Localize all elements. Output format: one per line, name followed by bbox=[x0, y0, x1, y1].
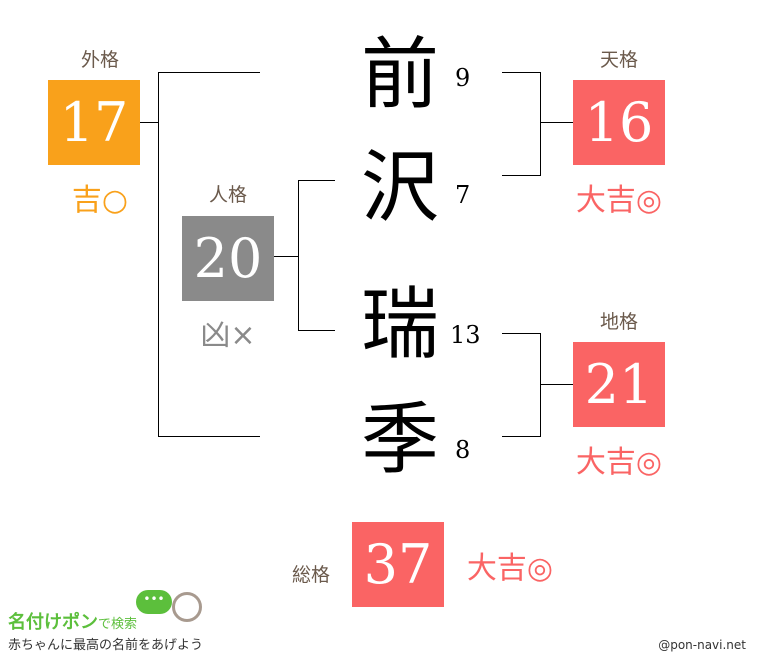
logo-sub: で検索 bbox=[98, 617, 138, 632]
connector-line bbox=[298, 330, 335, 331]
connector-line bbox=[540, 72, 541, 176]
jinkaku-value: 20 bbox=[182, 216, 274, 301]
connector-line bbox=[502, 72, 540, 73]
tagline: 赤ちゃんに最高の名前をあげよう bbox=[8, 638, 204, 653]
soukaku-value: 37 bbox=[352, 522, 444, 607]
stroke-count-3: 13 bbox=[450, 321, 481, 349]
chikaku-fortune: 大吉◎ bbox=[575, 445, 663, 480]
connector-line bbox=[158, 72, 159, 436]
gaikaku-label: 外格 bbox=[80, 49, 119, 71]
connector-line bbox=[540, 384, 573, 385]
gaikaku-value: 17 bbox=[48, 80, 140, 165]
gaikaku-fortune: 吉○ bbox=[71, 183, 129, 218]
name-char-3: 瑞 bbox=[360, 280, 439, 370]
logo: 名付けポンで検索 bbox=[8, 608, 137, 634]
name-char-4: 季 bbox=[360, 395, 439, 485]
logo-main: 名付けポン bbox=[8, 612, 98, 633]
stroke-count-1: 9 bbox=[455, 64, 471, 92]
jinkaku-fortune: 凶× bbox=[200, 318, 256, 353]
tenkaku-value: 16 bbox=[573, 80, 665, 165]
copyright: @pon-navi.net bbox=[658, 638, 746, 652]
connector-line bbox=[540, 333, 541, 437]
soukaku-fortune: 大吉◎ bbox=[466, 551, 554, 586]
connector-line bbox=[274, 256, 298, 257]
soukaku-label: 総格 bbox=[291, 564, 330, 586]
stroke-count-4: 8 bbox=[455, 436, 471, 464]
speech-bubble-icon: ••• bbox=[136, 590, 172, 614]
jinkaku-label: 人格 bbox=[208, 184, 247, 206]
stroke-count-2: 7 bbox=[455, 181, 471, 209]
connector-line bbox=[158, 72, 260, 73]
chikaku-label: 地格 bbox=[599, 311, 638, 333]
tenkaku-label: 天格 bbox=[599, 49, 638, 71]
connector-line bbox=[298, 180, 299, 330]
connector-line bbox=[158, 436, 260, 437]
connector-line bbox=[540, 122, 573, 123]
connector-line bbox=[502, 333, 540, 334]
name-char-2: 沢 bbox=[360, 143, 439, 233]
connector-line bbox=[298, 180, 335, 181]
tenkaku-fortune: 大吉◎ bbox=[575, 183, 663, 218]
connector-line bbox=[140, 122, 158, 123]
connector-line bbox=[502, 436, 540, 437]
name-char-1: 前 bbox=[360, 30, 439, 120]
connector-line bbox=[502, 175, 540, 176]
chikaku-value: 21 bbox=[573, 342, 665, 427]
baby-face-icon bbox=[172, 592, 202, 622]
